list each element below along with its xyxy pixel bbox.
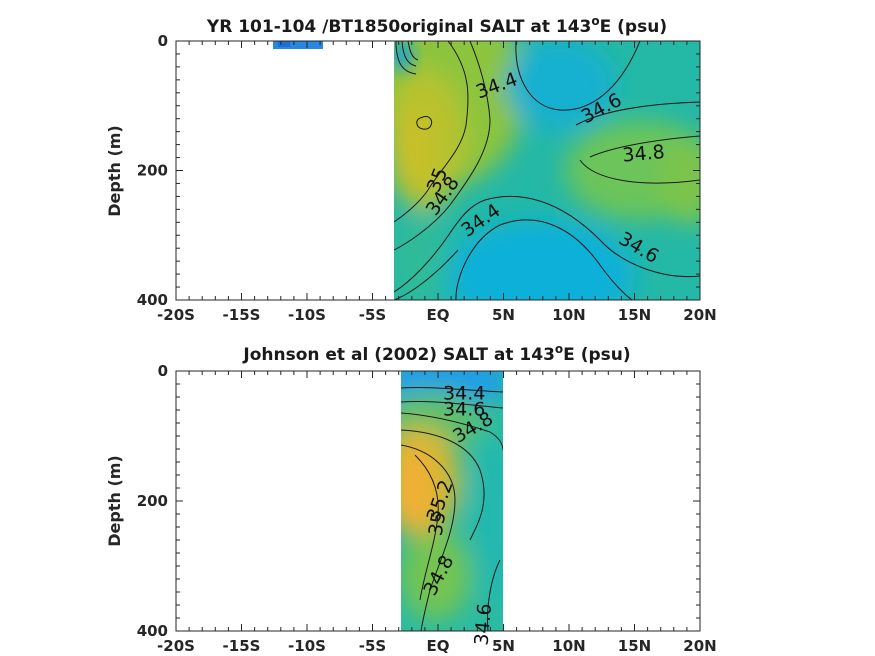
x-tick-label: 15N [618,306,651,324]
y-tick-label: 0 [158,362,168,380]
contour-label: 35 [425,510,451,538]
x-tick-label: EQ [427,637,450,655]
salinity-field-top [273,41,700,300]
salinity-patch-south [273,41,323,49]
x-tick-label: -15S [223,637,261,655]
contour-label: 34.8 [622,141,666,167]
y-tick-label: 400 [137,291,168,309]
x-tick-labels-bottom: -20S -15S -10S -5S EQ 5N 10N 15N 20N [157,637,717,655]
x-tick-label: 5N [492,306,515,324]
salinity-field-bottom [401,371,503,631]
y-axis-label-top: Depth (m) [105,125,124,217]
x-tick-label: -20S [157,637,195,655]
y-tick-label: 400 [137,622,168,640]
x-tick-label: -10S [288,306,326,324]
y-tick-labels-top: 0 200 400 [137,32,168,309]
x-tick-label: -5S [359,306,386,324]
x-tick-label: EQ [427,306,450,324]
x-tick-label: -5S [359,637,386,655]
x-tick-label: 10N [552,637,585,655]
x-tick-label: 20N [683,637,716,655]
x-tick-label: 5N [492,637,515,655]
chart-title-bottom: Johnson et al (2002) SALT at 143oE (psu) [242,342,630,365]
axis-ticks-bottom [175,370,701,632]
contour-label: 34.4 [443,382,485,404]
x-tick-labels-top: -20S -15S -10S -5S EQ 5N 10N 15N 20N [157,306,717,324]
x-tick-label: 10N [552,306,585,324]
chart-panel-bottom: Johnson et al (2002) SALT at 143oE (psu) [105,342,717,655]
y-tick-label: 200 [137,162,168,180]
y-tick-label: 0 [158,32,168,50]
chart-title-top: YR 101-104 /BT1850original SALT at 143oE… [206,14,667,37]
contour-label: 34.6 [471,602,497,646]
salinity-patch-south-core [278,41,290,47]
contour-label: 34.6 [443,399,485,421]
y-tick-labels-bottom: 0 200 400 [137,362,168,640]
axis-ticks-top [175,40,701,301]
x-tick-label: -15S [223,306,261,324]
chart-panel-top: YR 101-104 /BT1850original SALT at 143oE… [105,14,717,324]
x-tick-label: -20S [157,306,195,324]
x-tick-label: -10S [288,637,326,655]
y-axis-label-bottom: Depth (m) [105,455,124,547]
x-tick-label: 15N [618,637,651,655]
y-tick-label: 200 [137,492,168,510]
x-tick-label: 20N [683,306,716,324]
